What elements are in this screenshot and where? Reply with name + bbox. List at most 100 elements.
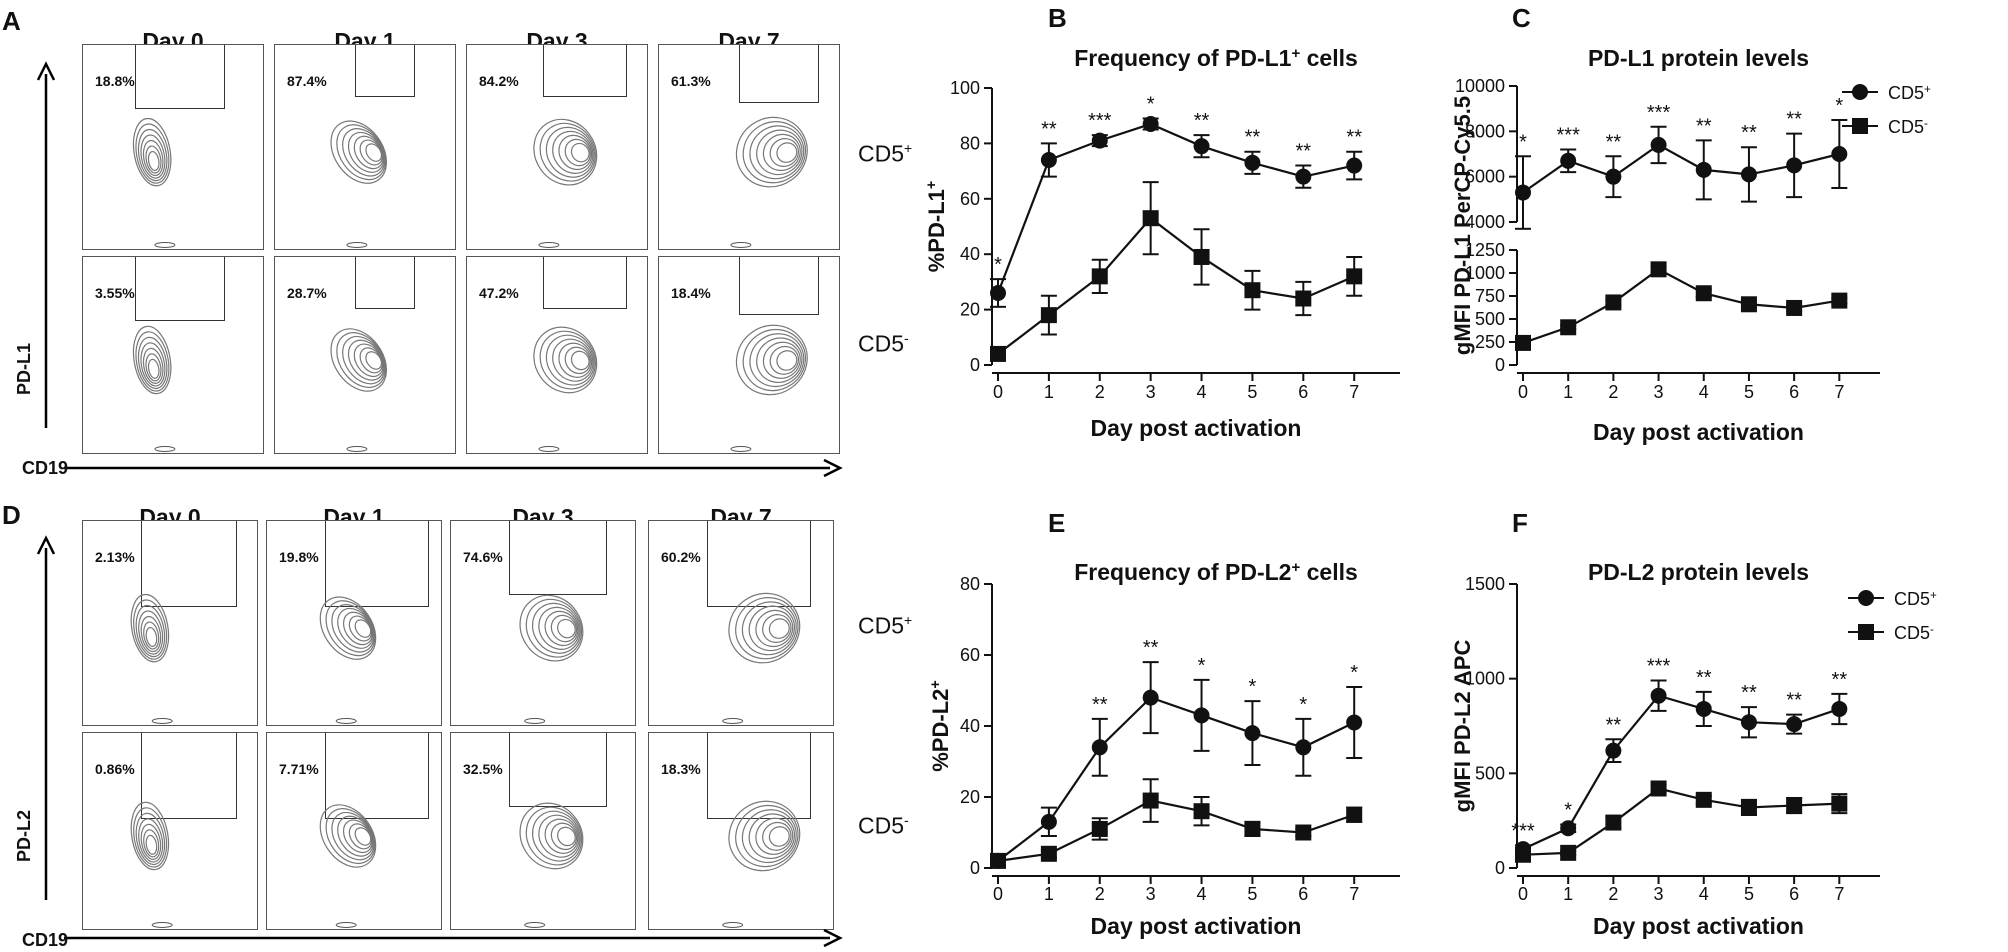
contour-line [570, 350, 590, 371]
flow-plot: 18.8% [82, 44, 264, 250]
contour-line [735, 597, 799, 660]
x-tick-label: 4 [1197, 884, 1207, 904]
y-tick-label: 10000 [1455, 76, 1505, 96]
gate-box [135, 257, 225, 321]
data-point-CD5+ [1142, 116, 1159, 133]
contour-line [353, 343, 384, 378]
contour-line [538, 606, 580, 650]
legend-label: CD5- [1894, 623, 1934, 644]
significance-marker: ** [1041, 118, 1057, 140]
significance-marker: ** [1296, 141, 1312, 163]
contour-plot [330, 328, 388, 452]
gate-box [141, 521, 237, 607]
x-tick-label: 0 [993, 382, 1003, 402]
gate-percentage: 61.3% [671, 73, 711, 89]
flow-plot: 47.2% [466, 256, 648, 454]
y-tick-label: 0 [970, 355, 980, 375]
x-tick-label: 0 [1518, 884, 1528, 904]
contour-line [552, 338, 594, 382]
significance-marker: ** [1606, 131, 1622, 153]
significance-marker: * [1519, 131, 1527, 153]
flow-plot: 60.2% [648, 520, 834, 726]
x-tick-label: 5 [1744, 884, 1754, 904]
contour-line [533, 326, 598, 394]
gate-percentage: 0.86% [95, 761, 135, 777]
contour-line [342, 128, 386, 177]
contour-line [354, 619, 372, 638]
contour-line [768, 618, 790, 639]
significance-marker: ** [1741, 682, 1757, 704]
contour-line [154, 446, 176, 452]
x-tick-label: 3 [1146, 382, 1156, 402]
legend-marker-circle [1852, 84, 1868, 100]
gate-box [141, 733, 237, 819]
contour-line [140, 342, 166, 387]
gate-box [325, 733, 429, 819]
x-tick-label: 6 [1789, 382, 1799, 402]
contour-line [331, 604, 375, 653]
contour-line [145, 626, 158, 647]
contour-line [722, 922, 744, 928]
x-tick-label: 2 [1095, 382, 1105, 402]
significance-marker: * [1350, 662, 1358, 684]
data-point-CD5- [1515, 334, 1531, 351]
contour-line [133, 807, 168, 868]
contour-plot [533, 326, 598, 452]
significance-marker: ** [1741, 122, 1757, 144]
data-point-CD5- [1040, 307, 1057, 324]
chart-title: PD-L2 protein levels [1588, 559, 1809, 585]
x-tick-label: 5 [1744, 382, 1754, 402]
contour-line [151, 718, 173, 724]
data-point-CD5+ [1560, 152, 1577, 169]
contour-line [776, 142, 798, 163]
legend-label: CD5+ [1888, 83, 1931, 104]
flow-plot: 18.4% [658, 256, 840, 454]
contour-line [154, 242, 176, 248]
data-point-CD5+ [1346, 157, 1363, 174]
contour-line [776, 350, 798, 371]
contour-line [325, 808, 376, 864]
gate-box [135, 45, 225, 109]
contour-line [544, 818, 579, 854]
y-tick-label: 1000 [1465, 263, 1505, 283]
y-axis-label: gMFI PD-L1 PerCP-Cy5.5 [1450, 96, 1475, 355]
contour-plot [130, 593, 173, 724]
contour-line [132, 325, 172, 395]
significance-marker: * [1299, 694, 1307, 716]
contour-line [539, 330, 596, 390]
y-tick-label: 40 [960, 244, 980, 264]
contour-line [762, 614, 792, 643]
contour-line [319, 804, 377, 868]
gate-box [543, 45, 627, 97]
data-point-CD5- [1142, 792, 1159, 809]
data-point-CD5+ [990, 284, 1006, 301]
flow-plot: 28.7% [274, 256, 456, 454]
significance-marker: ** [1832, 669, 1848, 691]
contour-line [330, 120, 388, 184]
contour-plot [330, 120, 388, 248]
x-tick-label: 0 [1518, 382, 1528, 402]
contour-line [730, 446, 752, 452]
contour-line [755, 609, 794, 648]
row-label: CD5- [858, 330, 909, 357]
contour-line [544, 610, 579, 647]
x-tick-label: 1 [1563, 382, 1573, 402]
contour-line [142, 139, 164, 177]
significance-marker: *** [1647, 102, 1671, 124]
data-point-CD5+ [1346, 714, 1363, 731]
significance-marker: *** [1088, 110, 1112, 132]
contour-line [365, 143, 383, 162]
contour-line [531, 810, 581, 862]
flow-plot: 3.55% [82, 256, 264, 454]
contour-line [335, 922, 357, 928]
gate-percentage: 18.4% [671, 285, 711, 301]
contour-line [769, 345, 800, 375]
data-point-CD5+ [1605, 742, 1622, 759]
contour-line [722, 718, 744, 724]
data-point-CD5+ [1040, 152, 1057, 169]
y-tick-label: 1000 [1465, 669, 1505, 689]
x-tick-label: 0 [993, 884, 1003, 904]
y-tick-label: 20 [960, 300, 980, 320]
contour-line [330, 328, 388, 392]
